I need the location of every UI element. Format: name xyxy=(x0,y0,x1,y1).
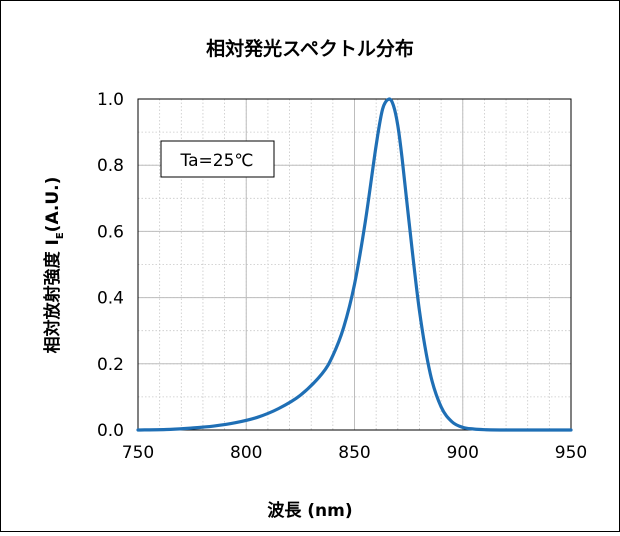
chart-title: 相対発光スペクトル分布 xyxy=(206,37,414,60)
annotation-text: Ta=25℃ xyxy=(180,151,254,171)
x-tick-label: 850 xyxy=(338,443,370,463)
x-axis-label: 波長 (nm) xyxy=(267,500,352,521)
y-axis-label: 相対放射強度 IE(A.U.) xyxy=(42,177,66,354)
y-tick-label: 1.0 xyxy=(97,90,124,110)
y-axis-label-subscript: E xyxy=(55,232,66,239)
x-tick-label: 950 xyxy=(555,443,587,463)
x-tick-labels: 750 800 850 900 950 xyxy=(122,443,587,463)
spectrum-line xyxy=(136,97,573,432)
x-tick-label: 750 xyxy=(122,443,154,463)
y-axis-label-main: 相対放射強度 I xyxy=(42,239,63,353)
y-axis-label-unit: (A.U.) xyxy=(43,177,63,233)
y-tick-label: 0.6 xyxy=(97,222,124,242)
plot-area-border xyxy=(137,98,572,431)
x-tick-label: 800 xyxy=(230,443,262,463)
y-tick-label: 0.2 xyxy=(97,355,124,375)
annotation-box xyxy=(160,140,275,178)
y-tick-label: 0.8 xyxy=(97,156,124,176)
y-tick-label: 0.4 xyxy=(97,289,124,309)
x-tick-label: 900 xyxy=(447,443,479,463)
y-tick-labels: 0.0 0.2 0.4 0.6 0.8 1.0 xyxy=(97,90,124,441)
y-tick-label: 0.0 xyxy=(97,421,124,441)
